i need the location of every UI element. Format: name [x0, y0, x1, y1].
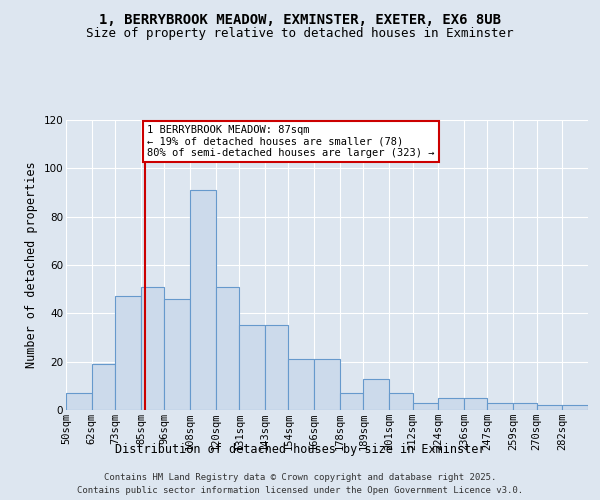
Text: Distribution of detached houses by size in Exminster: Distribution of detached houses by size …: [115, 442, 485, 456]
Text: Contains HM Land Registry data © Crown copyright and database right 2025.: Contains HM Land Registry data © Crown c…: [104, 472, 496, 482]
Bar: [364, 378, 389, 410]
Text: Contains public sector information licensed under the Open Government Licence v3: Contains public sector information licen…: [77, 486, 523, 495]
Y-axis label: Number of detached properties: Number of detached properties: [25, 162, 38, 368]
Text: 1, BERRYBROOK MEADOW, EXMINSTER, EXETER, EX6 8UB: 1, BERRYBROOK MEADOW, EXMINSTER, EXETER,…: [99, 12, 501, 26]
Bar: [265, 326, 289, 410]
Text: Size of property relative to detached houses in Exminster: Size of property relative to detached ho…: [86, 28, 514, 40]
Bar: [513, 403, 536, 410]
Bar: [239, 326, 265, 410]
Bar: [438, 398, 464, 410]
Bar: [487, 403, 513, 410]
Bar: [389, 393, 413, 410]
Bar: [289, 359, 314, 410]
Bar: [141, 287, 164, 410]
Bar: [413, 403, 438, 410]
Bar: [92, 364, 115, 410]
Bar: [536, 405, 562, 410]
Bar: [115, 296, 141, 410]
Bar: [216, 287, 239, 410]
Bar: [562, 405, 588, 410]
Bar: [464, 398, 487, 410]
Bar: [66, 393, 92, 410]
Bar: [340, 393, 364, 410]
Bar: [314, 359, 340, 410]
Bar: [190, 190, 216, 410]
Bar: [164, 299, 190, 410]
Text: 1 BERRYBROOK MEADOW: 87sqm
← 19% of detached houses are smaller (78)
80% of semi: 1 BERRYBROOK MEADOW: 87sqm ← 19% of deta…: [147, 125, 435, 158]
